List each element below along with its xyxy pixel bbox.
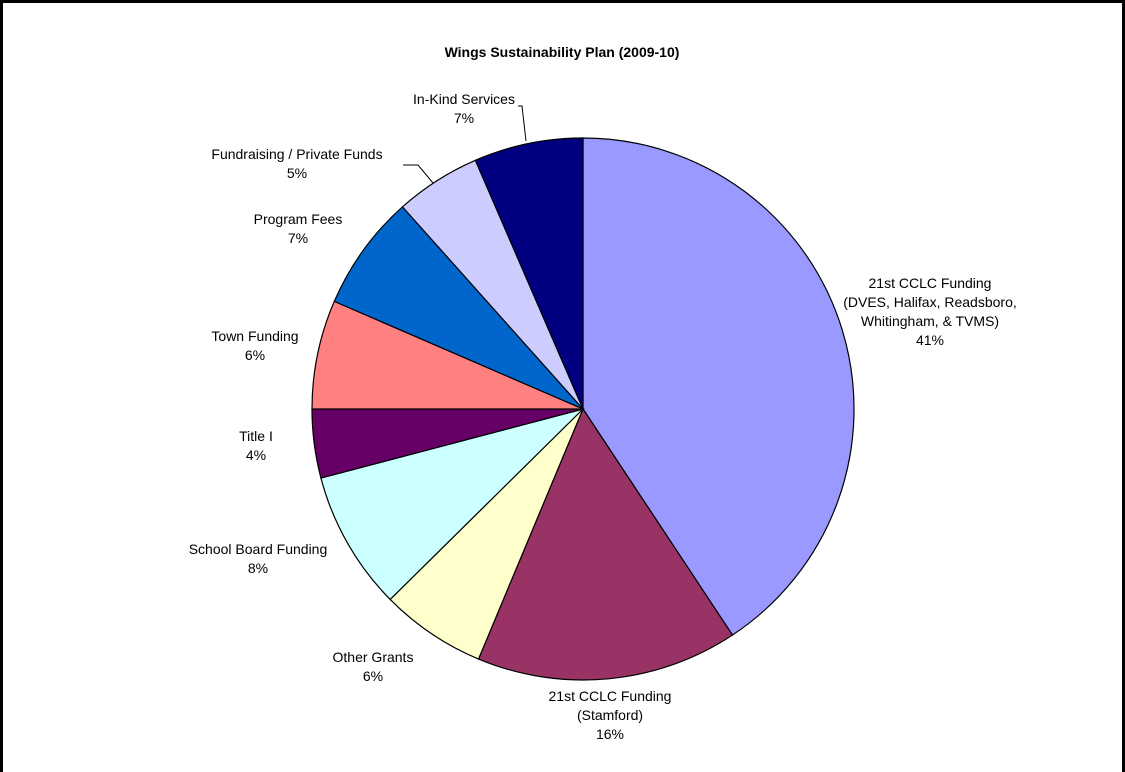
slice-percent-6: 7%	[288, 230, 308, 246]
slice-percent-7: 5%	[287, 165, 307, 181]
slice-label-line-4: Title I	[239, 428, 273, 444]
slice-percent-1: 16%	[596, 726, 624, 742]
slice-label-line-0: (DVES, Halifax, Readsboro,	[843, 294, 1017, 310]
slice-label-3: School Board Funding 8%	[189, 541, 328, 576]
slice-label-8: In-Kind Services 7%	[413, 91, 515, 126]
pie-slices	[311, 137, 855, 681]
slice-percent-0: 41%	[916, 332, 944, 348]
slice-label-1: 21st CCLC Funding (Stamford) 16%	[549, 688, 672, 742]
leader-line-7	[403, 164, 434, 184]
chart-title: Wings Sustainability Plan (2009-10)	[445, 44, 680, 60]
slice-label-line-8: In-Kind Services	[413, 91, 515, 107]
leader-lines	[403, 105, 527, 184]
slice-label-line-1: 21st CCLC Funding	[549, 688, 672, 704]
pie-slice-5	[311, 300, 584, 410]
slice-label-line-0: Whitingham, & TVMS)	[861, 313, 999, 329]
slice-label-line-7: Fundraising / Private Funds	[211, 146, 382, 162]
slice-label-line-2: Other Grants	[333, 649, 414, 665]
slice-label-line-1: (Stamford)	[577, 707, 643, 723]
slice-label-7: Fundraising / Private Funds 5%	[211, 146, 382, 181]
slice-label-4: Title I 4%	[239, 428, 273, 463]
slice-label-2: Other Grants 6%	[333, 649, 414, 684]
pie-slice-3	[320, 407, 586, 601]
leader-line-8	[518, 105, 527, 142]
slice-label-6: Program Fees 7%	[254, 211, 343, 246]
slice-label-line-0: 21st CCLC Funding	[869, 275, 992, 291]
slice-percent-4: 4%	[246, 447, 266, 463]
slice-percent-3: 8%	[248, 560, 268, 576]
slice-percent-8: 7%	[454, 110, 474, 126]
pie-slice-6	[333, 206, 584, 410]
slice-percent-5: 6%	[245, 347, 265, 363]
slice-label-5: Town Funding 6%	[211, 328, 298, 363]
slice-label-line-6: Program Fees	[254, 211, 343, 227]
slice-label-line-5: Town Funding	[211, 328, 298, 344]
slice-percent-2: 6%	[363, 668, 383, 684]
slice-label-line-3: School Board Funding	[189, 541, 328, 557]
slice-label-0: 21st CCLC Funding (DVES, Halifax, Readsbo…	[843, 275, 1017, 348]
pie-slice-8	[474, 137, 584, 410]
pie-slice-1	[477, 407, 734, 681]
slice-labels: 21st CCLC Funding (DVES, Halifax, Readsbo…	[189, 91, 1017, 742]
